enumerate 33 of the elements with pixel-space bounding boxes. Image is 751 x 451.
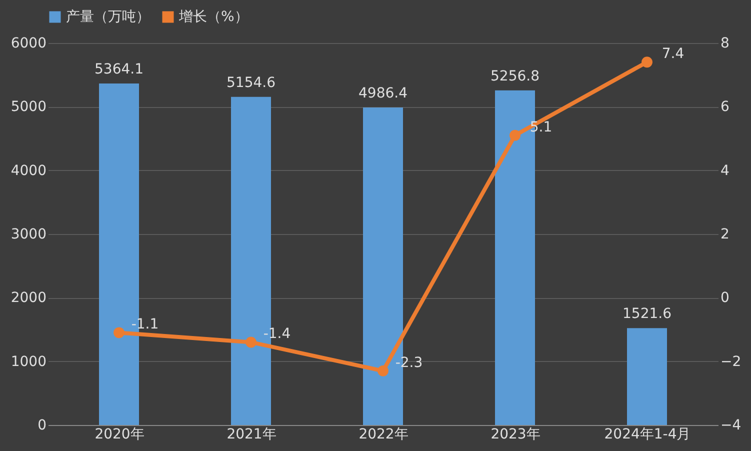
y2-tick-label: 2 [720,226,730,242]
x-tick-label: 2023年 [490,426,540,442]
y-tick-label: 3000 [10,226,46,242]
y-tick-label: 6000 [10,36,46,52]
x-tick-label: 2022年 [358,426,408,442]
point [114,327,124,338]
y2-tick-label: 4 [720,162,730,179]
data-label: 4986.4 [358,86,408,102]
y-tick-label: 5000 [10,99,46,116]
y2-tick-label: 6 [720,99,730,116]
y2-tick-label: −4 [720,418,742,434]
x-tick-label: 2024年1-4月 [604,426,691,442]
data-label: 5256.8 [490,68,540,84]
y-tick-label: 1000 [10,354,46,370]
y-tick-label: 0 [38,418,46,434]
data-label: 1521.6 [622,306,672,322]
data-label: 5154.6 [226,74,276,91]
legend-label: 产量（万吨） [66,9,150,25]
y-tick-label: 4000 [10,162,46,179]
y2-tick-label: 8 [720,36,730,52]
data-label: 5364.1 [94,61,144,78]
x-tick-label: 2020年 [94,426,144,442]
point [510,130,520,141]
point [642,56,652,68]
bar [627,328,667,425]
y-tick-label: 2000 [10,290,46,306]
data-label: 7.4 [662,46,684,62]
point [378,365,388,376]
y2-tick-label: 0 [720,290,730,306]
x-tick-label: 2021年 [226,426,276,442]
y2-tick-label: −2 [720,354,742,370]
legend-label: 增长（%） [178,9,248,25]
point [246,336,256,348]
